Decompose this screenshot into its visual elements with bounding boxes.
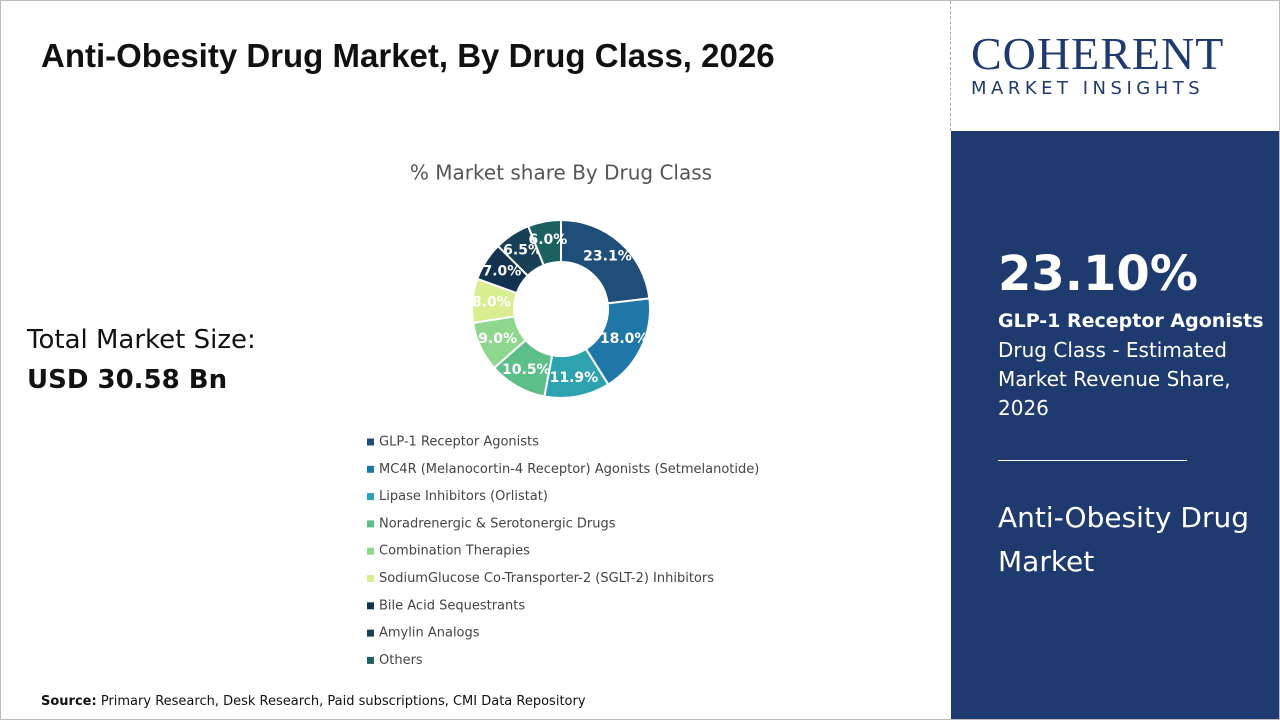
donut-segment bbox=[526, 218, 562, 267]
highlight-description: Drug Class - Estimated Market Revenue Sh… bbox=[998, 338, 1231, 420]
legend-swatch bbox=[367, 602, 374, 610]
summary-value: USD 30.58 Bn bbox=[27, 365, 228, 395]
sidebar: 23.10% GLP-1 Receptor Agonists Drug Clas… bbox=[951, 131, 1279, 719]
highlight-segment: GLP-1 Receptor Agonists bbox=[998, 310, 1264, 332]
legend-swatch bbox=[367, 629, 374, 637]
highlight-value: 23.10% bbox=[998, 246, 1198, 302]
legend-label: Bile Acid Sequestrants bbox=[379, 598, 525, 613]
data-label: 6.0% bbox=[528, 232, 567, 248]
data-label: 9.0% bbox=[478, 331, 517, 347]
legend-label: MC4R (Melanocortin-4 Receptor) Agonists … bbox=[379, 462, 759, 477]
legend-label: Noradrenergic & Serotonergic Drugs bbox=[379, 516, 616, 531]
source: Source: Primary Research, Desk Research,… bbox=[41, 694, 586, 709]
legend-label: Lipase Inhibitors (Orlistat) bbox=[379, 489, 548, 504]
legend-swatch bbox=[367, 547, 374, 555]
data-label: 18.0% bbox=[600, 331, 649, 347]
divider bbox=[950, 1, 951, 131]
legend-label: SodiumGlucose Co-Transporter-2 (SGLT-2) … bbox=[379, 571, 714, 586]
logo: COHERENT MARKET INSIGHTS bbox=[951, 1, 1279, 131]
data-label: 10.5% bbox=[502, 362, 551, 378]
legend-swatch bbox=[367, 520, 374, 528]
page-title: Anti-Obesity Drug Market, By Drug Class,… bbox=[41, 37, 775, 74]
legend-label: GLP-1 Receptor Agonists bbox=[379, 435, 539, 450]
donut-segment bbox=[560, 218, 651, 305]
data-label: 23.1% bbox=[583, 249, 632, 265]
summary-label: Total Market Size: bbox=[27, 325, 256, 355]
data-label: 6.5% bbox=[503, 242, 542, 258]
source-text: Primary Research, Desk Research, Paid su… bbox=[100, 694, 586, 709]
legend-swatch bbox=[367, 465, 374, 473]
market-name: Anti-Obesity Drug Market bbox=[998, 501, 1249, 578]
legend-label: Others bbox=[379, 653, 423, 668]
logo-tagline: MARKET INSIGHTS bbox=[971, 78, 1205, 99]
legend-swatch bbox=[367, 493, 374, 501]
data-label: 8.0% bbox=[472, 294, 511, 310]
logo-name: COHERENT bbox=[971, 28, 1225, 79]
legend-swatch bbox=[367, 575, 374, 582]
legend-label: Combination Therapies bbox=[379, 544, 530, 559]
chart: % Market share By Drug Class 23.1% 18.0% 1… bbox=[367, 161, 759, 668]
separator bbox=[998, 460, 1187, 461]
data-label: 11.9% bbox=[550, 370, 599, 386]
source-label: Source: bbox=[41, 694, 97, 709]
data-label: 7.0% bbox=[482, 263, 521, 279]
legend-label: Amylin Analogs bbox=[379, 626, 480, 641]
legend-swatch bbox=[367, 438, 374, 446]
legend-swatch bbox=[367, 656, 374, 664]
chart-title: % Market share By Drug Class bbox=[410, 161, 712, 185]
